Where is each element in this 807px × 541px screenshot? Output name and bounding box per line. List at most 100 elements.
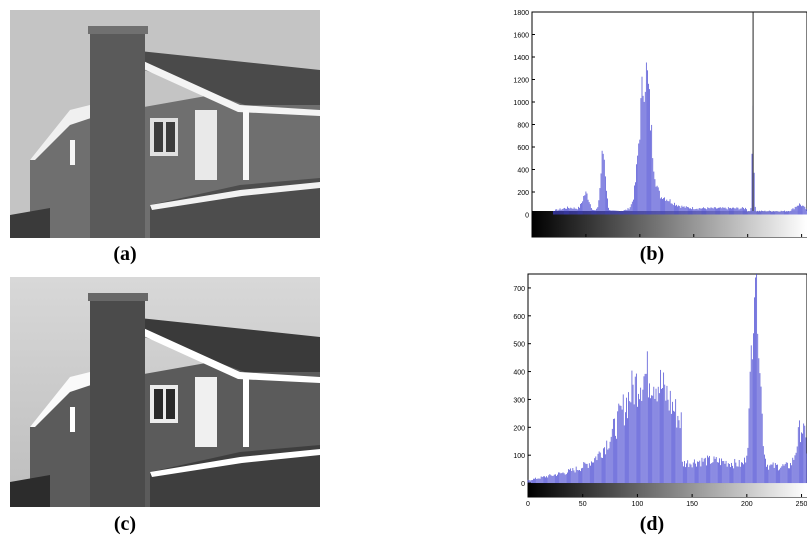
histogram-bar: [735, 208, 737, 215]
histogram-bar: [570, 468, 572, 484]
histogram-bar: [759, 373, 761, 484]
histogram-bar: [620, 405, 622, 484]
histogram-bar: [622, 211, 623, 215]
histogram-bar: [734, 458, 736, 484]
histogram-bar: [663, 372, 665, 484]
histogram-bar: [692, 462, 694, 484]
histogram-bar: [607, 198, 608, 215]
histogram-bar: [777, 211, 779, 215]
histogram-bar: [679, 206, 681, 215]
histogram-bar: [704, 208, 705, 215]
x-tick-label: 100: [632, 501, 644, 508]
histogram-bar: [772, 211, 773, 215]
histogram-bar: [780, 467, 782, 484]
histogram-bar: [735, 462, 737, 484]
histogram-bar: [716, 462, 718, 484]
histogram-bar: [795, 206, 797, 215]
histogram-bar: [708, 457, 709, 484]
histogram-bar: [639, 399, 640, 484]
histogram-bar: [609, 210, 610, 215]
histogram-bar: [617, 411, 619, 484]
histogram-bar: [794, 206, 796, 215]
histogram-bar: [748, 211, 750, 215]
histogram-bar: [704, 457, 706, 484]
house-photo-icon: [10, 277, 320, 507]
histogram-bar: [743, 207, 744, 215]
histogram-bar: [778, 470, 779, 484]
histogram-bar: [533, 478, 534, 484]
histogram-bar: [537, 478, 539, 484]
histogram-bar: [737, 207, 739, 215]
histogram-bar: [568, 207, 570, 215]
histogram-bar: [649, 383, 650, 484]
histogram-bar: [600, 173, 602, 215]
histogram-bar: [710, 463, 712, 484]
histogram-bar: [595, 210, 596, 215]
histogram-bar: [626, 210, 628, 215]
histogram-bar: [631, 201, 633, 215]
histogram-bar: [784, 464, 786, 484]
y-tick-label: 500: [513, 342, 525, 349]
histogram-bar: [676, 427, 678, 484]
histogram-bar: [640, 387, 642, 484]
histogram-bar: [723, 461, 725, 484]
histogram-bar: [698, 208, 700, 215]
histogram-bar: [648, 397, 649, 484]
histogram-bar: [657, 187, 659, 215]
histogram-bar: [746, 209, 747, 215]
histogram-bar: [718, 462, 719, 484]
y-tick-label: 1000: [513, 100, 529, 107]
histogram-bar: [583, 195, 585, 215]
histogram-bar: [615, 210, 617, 215]
caption-c: (c): [113, 513, 137, 535]
histogram-bar: [535, 477, 537, 484]
histogram-bar: [592, 209, 593, 215]
histogram-bar: [621, 210, 622, 215]
histogram-bar: [575, 208, 577, 215]
histogram-bar: [529, 480, 531, 484]
histogram-bar: [728, 464, 730, 484]
histogram-bar: [680, 207, 682, 215]
histogram-bar: [656, 401, 658, 484]
histogram-bar: [567, 472, 568, 484]
histogram-bar: [608, 207, 609, 215]
histogram-bar: [660, 369, 661, 484]
histogram-bar: [754, 206, 756, 215]
histogram-bar: [732, 207, 733, 215]
histogram-bar: [776, 211, 778, 215]
histogram-bar: [611, 210, 613, 215]
histogram-bar: [732, 465, 733, 484]
histogram-bar: [702, 208, 703, 215]
histogram-bar: [693, 209, 695, 215]
histogram-bar: [560, 209, 562, 215]
histogram-bar: [776, 464, 777, 484]
histogram-bar: [773, 211, 774, 215]
y-tick-label: 1800: [513, 10, 529, 17]
histogram-bar: [680, 412, 682, 484]
histogram-bar: [584, 462, 586, 484]
caption-d: (d): [639, 513, 665, 535]
histogram-bar: [730, 207, 731, 215]
histogram-bar: [615, 435, 616, 484]
histogram-bar: [727, 207, 729, 215]
histogram-bar: [670, 203, 672, 215]
histogram-bar: [666, 199, 668, 215]
histogram-bar: [610, 210, 612, 215]
histogram-bar: [637, 406, 638, 484]
histogram-bar: [555, 474, 556, 484]
histogram-bar: [676, 204, 677, 215]
histogram-bar: [550, 475, 552, 484]
histogram-bar: [566, 208, 567, 215]
histogram-bar: [614, 210, 616, 215]
y-tick-label: 600: [517, 145, 529, 152]
histogram-bar: [733, 207, 735, 215]
histogram-bar: [712, 462, 714, 484]
histogram-bar: [713, 207, 715, 215]
histogram-bar: [745, 207, 746, 215]
histogram-bar: [634, 185, 635, 215]
histogram-bar: [573, 207, 575, 215]
histogram-bar: [628, 392, 630, 484]
histogram-bar: [616, 210, 618, 215]
histogram-bar: [664, 197, 665, 215]
histogram-bar: [681, 461, 683, 484]
